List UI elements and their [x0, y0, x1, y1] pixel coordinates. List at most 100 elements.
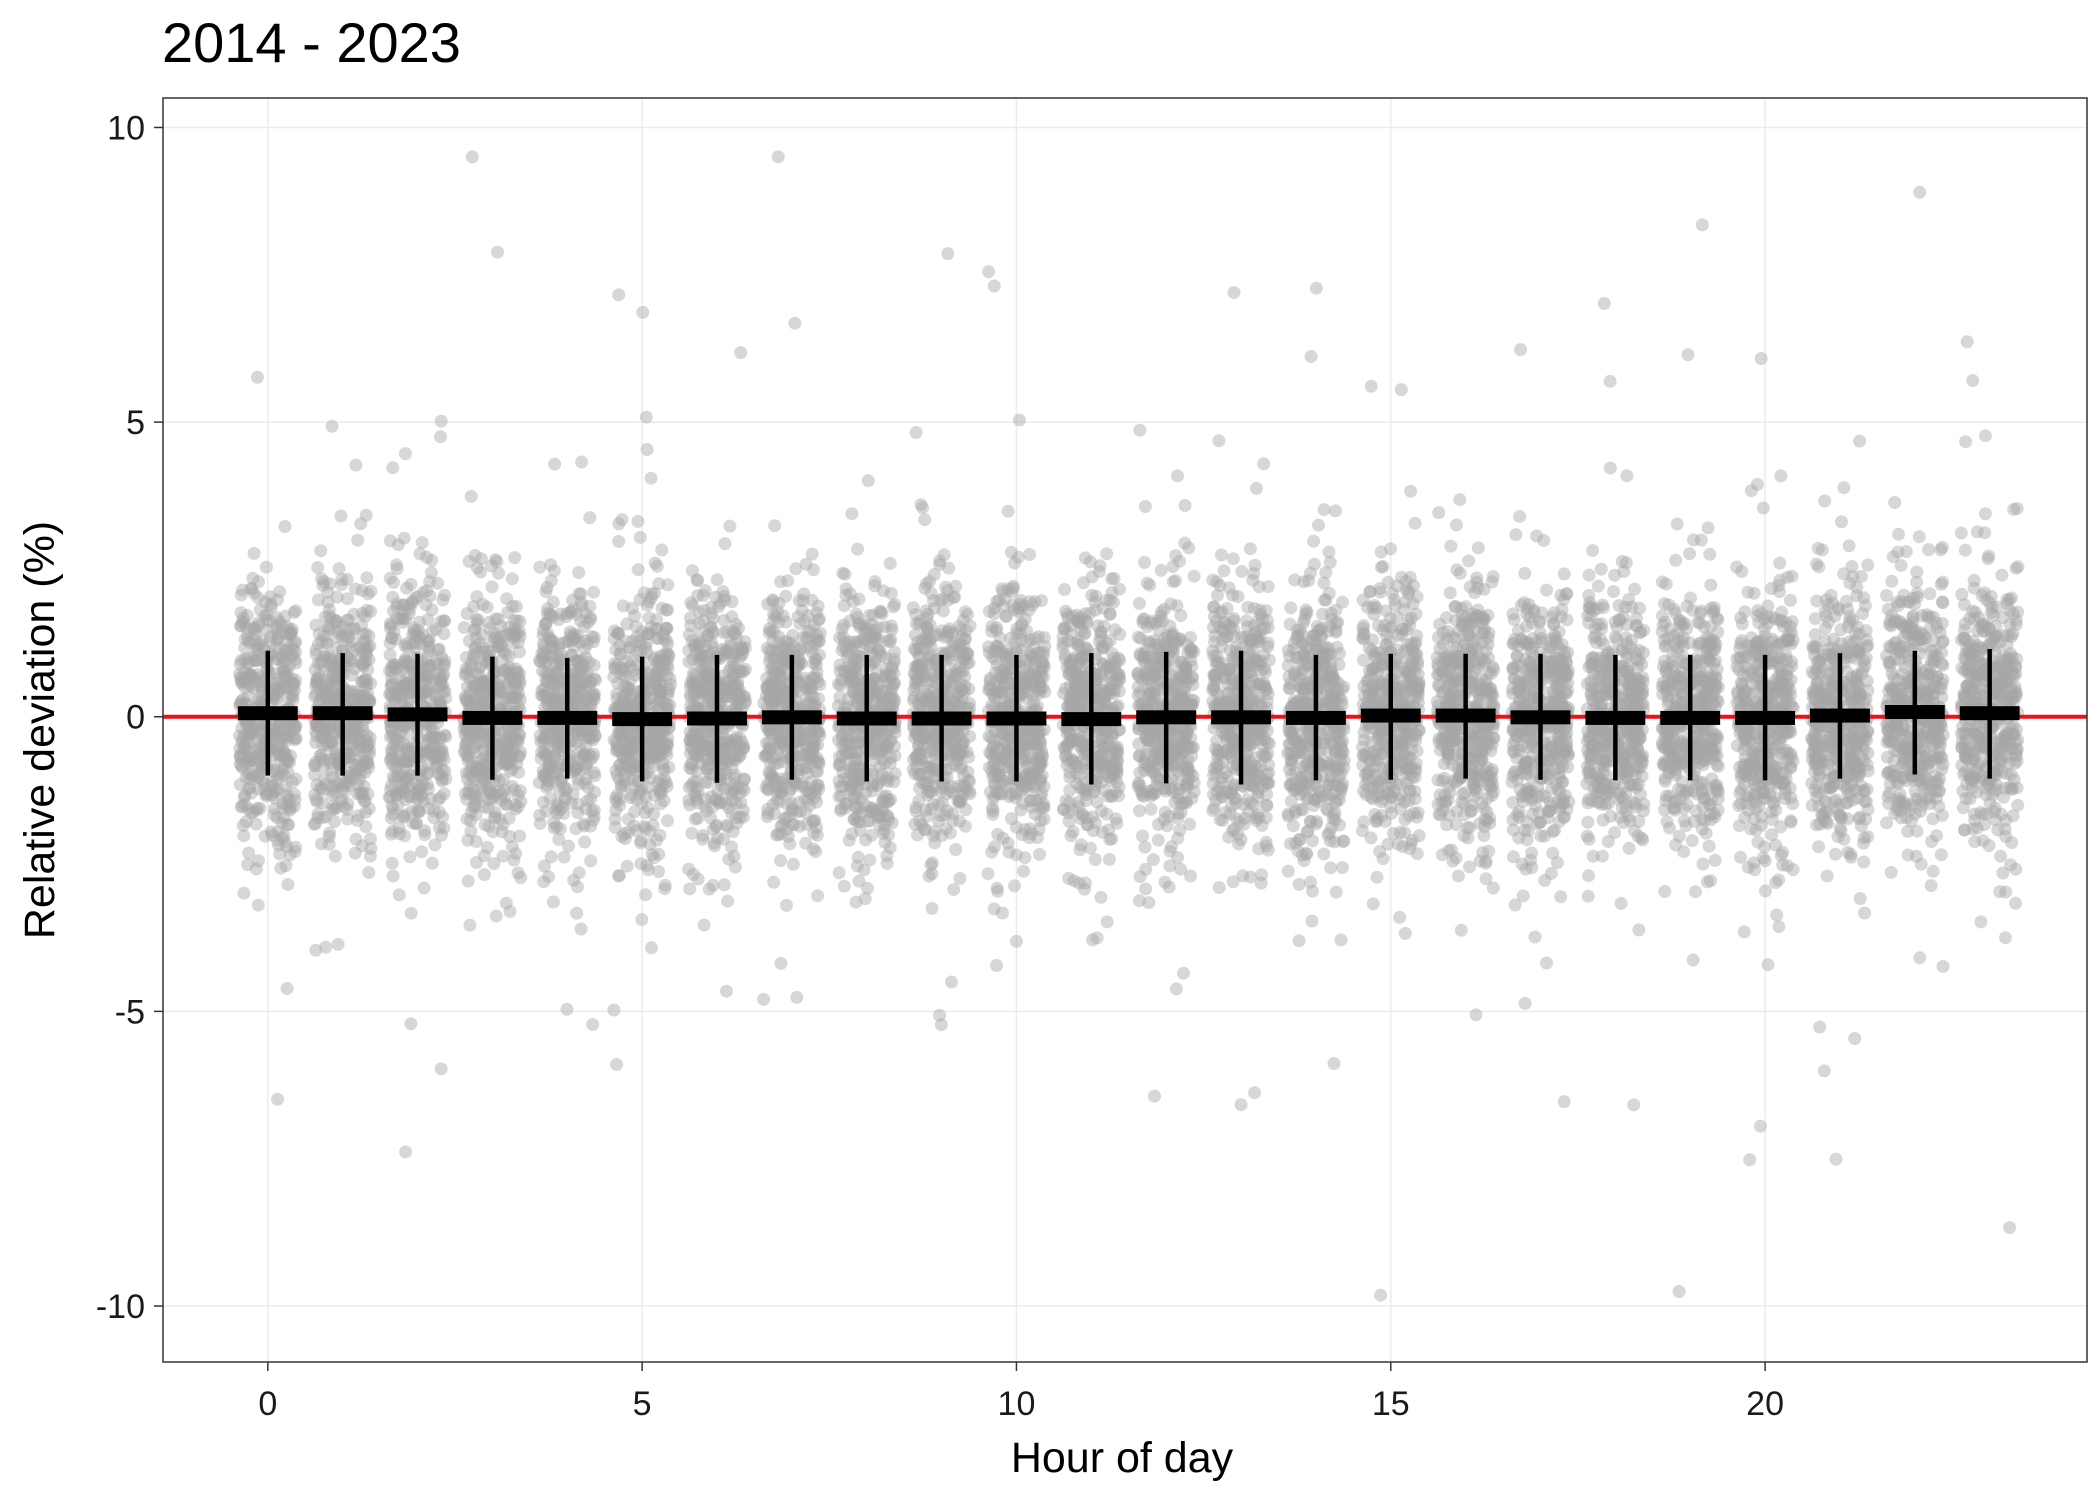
data-point — [278, 756, 292, 770]
data-point — [396, 690, 410, 704]
data-point — [328, 661, 342, 675]
data-point — [385, 751, 398, 765]
data-point — [328, 849, 342, 863]
data-point — [245, 751, 258, 765]
data-point — [610, 1058, 624, 1071]
data-point — [288, 722, 302, 736]
data-point — [325, 736, 339, 750]
data-point — [363, 639, 377, 653]
data-point — [533, 560, 547, 574]
data-point — [733, 810, 747, 824]
data-point — [254, 653, 268, 667]
data-point — [468, 622, 482, 636]
data-point — [721, 894, 735, 908]
data-point — [319, 688, 333, 702]
data-point — [812, 613, 826, 627]
data-point — [239, 675, 253, 689]
data-point — [282, 755, 296, 769]
data-point — [342, 651, 356, 665]
data-point — [349, 763, 363, 777]
data-point — [330, 641, 344, 655]
data-point — [252, 575, 266, 589]
data-point — [352, 736, 366, 750]
data-point — [248, 634, 262, 648]
data-point — [852, 874, 866, 888]
data-point — [326, 686, 340, 700]
data-point — [571, 806, 585, 820]
data-point — [342, 723, 356, 737]
data-point — [269, 622, 283, 635]
data-point — [955, 683, 969, 697]
data-point — [987, 279, 1001, 293]
data-point — [344, 653, 358, 667]
data-point — [268, 802, 281, 816]
data-point — [356, 627, 370, 641]
data-point — [726, 624, 740, 638]
data-point — [245, 668, 258, 682]
data-point — [329, 775, 343, 789]
data-point — [683, 733, 697, 747]
data-point — [390, 558, 403, 572]
data-point — [263, 590, 277, 604]
data-point — [247, 586, 261, 600]
data-point — [321, 738, 335, 752]
data-point — [953, 871, 967, 885]
data-point — [268, 748, 281, 762]
data-point — [636, 305, 650, 319]
data-point — [325, 803, 339, 817]
data-point — [241, 657, 255, 670]
data-point — [346, 688, 360, 702]
data-point — [288, 653, 302, 667]
data-point — [361, 640, 375, 654]
data-point — [252, 733, 266, 747]
data-point — [352, 764, 366, 778]
data-point — [233, 729, 246, 743]
data-point — [513, 829, 527, 843]
data-point — [340, 803, 354, 816]
data-point — [236, 692, 250, 706]
data-point — [354, 517, 368, 531]
data-point — [347, 693, 361, 707]
data-point — [414, 789, 428, 803]
data-point — [439, 772, 453, 786]
data-point — [422, 801, 436, 815]
data-point — [395, 688, 409, 702]
data-point — [280, 752, 294, 766]
data-point — [871, 811, 885, 825]
data-point — [1034, 814, 1048, 828]
data-point — [420, 584, 434, 598]
data-point — [318, 649, 332, 663]
data-point — [717, 782, 731, 796]
data-point — [310, 778, 324, 792]
data-point — [400, 656, 414, 670]
data-point — [242, 846, 256, 860]
data-point — [286, 717, 300, 731]
data-point — [244, 806, 258, 820]
data-point — [240, 717, 254, 731]
data-point — [359, 627, 373, 641]
data-point — [240, 621, 254, 635]
data-point — [361, 663, 375, 677]
data-point — [391, 538, 405, 552]
data-point — [987, 789, 1001, 803]
data-point — [328, 815, 342, 828]
data-point — [283, 659, 296, 673]
data-point — [685, 564, 699, 578]
data-point — [993, 631, 1007, 645]
data-point — [273, 682, 287, 696]
data-point — [281, 766, 295, 779]
data-point — [612, 288, 626, 302]
data-point — [638, 806, 652, 820]
data-point — [235, 677, 249, 691]
data-point — [317, 728, 331, 742]
data-point — [434, 697, 447, 711]
data-point — [644, 620, 658, 634]
data-point — [537, 875, 551, 889]
data-point — [959, 605, 972, 619]
data-point — [247, 722, 261, 736]
data-point — [661, 578, 675, 592]
data-point — [234, 675, 248, 689]
data-point — [612, 535, 626, 548]
data-point — [807, 563, 820, 577]
data-point — [757, 992, 771, 1006]
